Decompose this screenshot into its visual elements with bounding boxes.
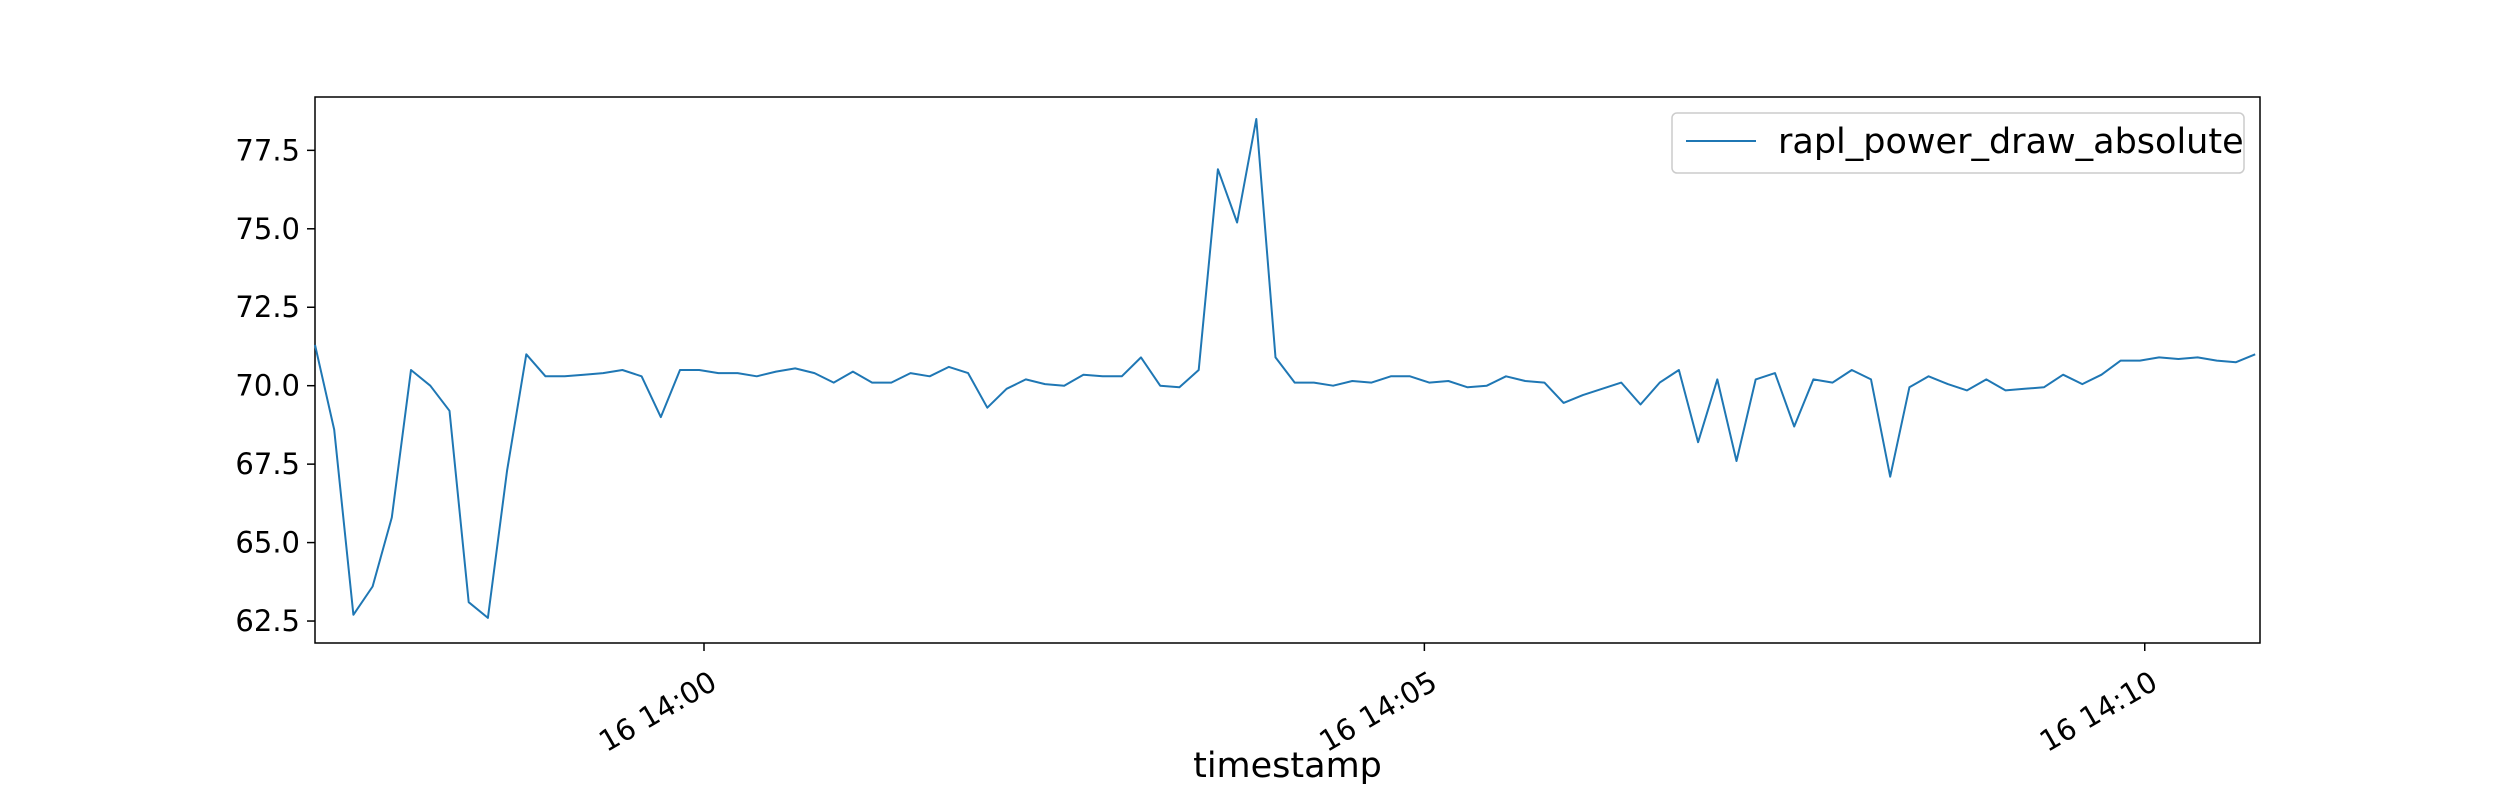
y-tick-label: 67.5 [235, 447, 300, 481]
plot-area [314, 96, 2261, 644]
legend-box [1671, 112, 2245, 174]
x-axis-label: timestamp [1193, 746, 1382, 786]
x-tick-label: 16 14:00 [593, 664, 722, 758]
y-tick-label: 62.5 [235, 604, 300, 638]
x-axis: 16 14:00 16 14:05 16 14:10 [593, 643, 2163, 759]
x-tick-label: 16 14:10 [2034, 664, 2163, 758]
y-tick-label: 72.5 [235, 290, 300, 324]
legend-label: rapl_power_draw_absolute [1778, 122, 2244, 162]
axes-frame [314, 96, 2261, 644]
x-tick-label: 16 14:05 [1313, 664, 1442, 758]
y-axis: 62.5 65.0 67.5 70.0 72.5 75.0 77.5 [235, 133, 315, 638]
y-tick-label: 75.0 [235, 212, 300, 246]
y-tick-label: 70.0 [235, 369, 300, 403]
y-tick-label: 65.0 [235, 526, 300, 560]
series-layer [314, 118, 2256, 619]
y-tick-label: 77.5 [235, 133, 300, 167]
legend: rapl_power_draw_absolute [1671, 112, 2245, 174]
series-line-rapl-power-draw-absolute [314, 118, 2256, 619]
